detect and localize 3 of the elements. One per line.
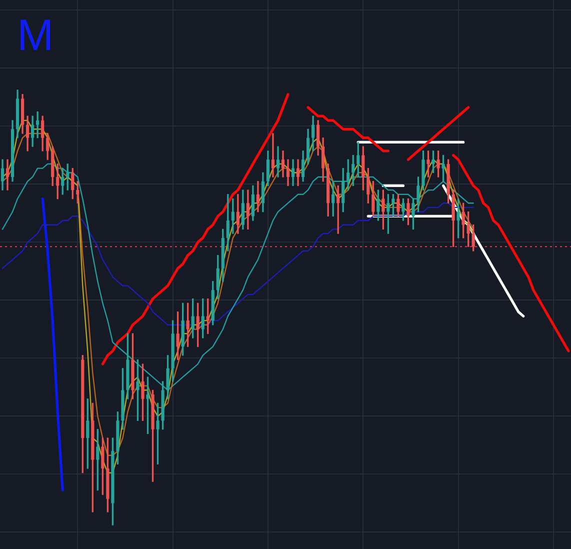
candlestick <box>271 133 275 178</box>
candlestick <box>36 111 40 138</box>
text: M <box>17 11 54 60</box>
